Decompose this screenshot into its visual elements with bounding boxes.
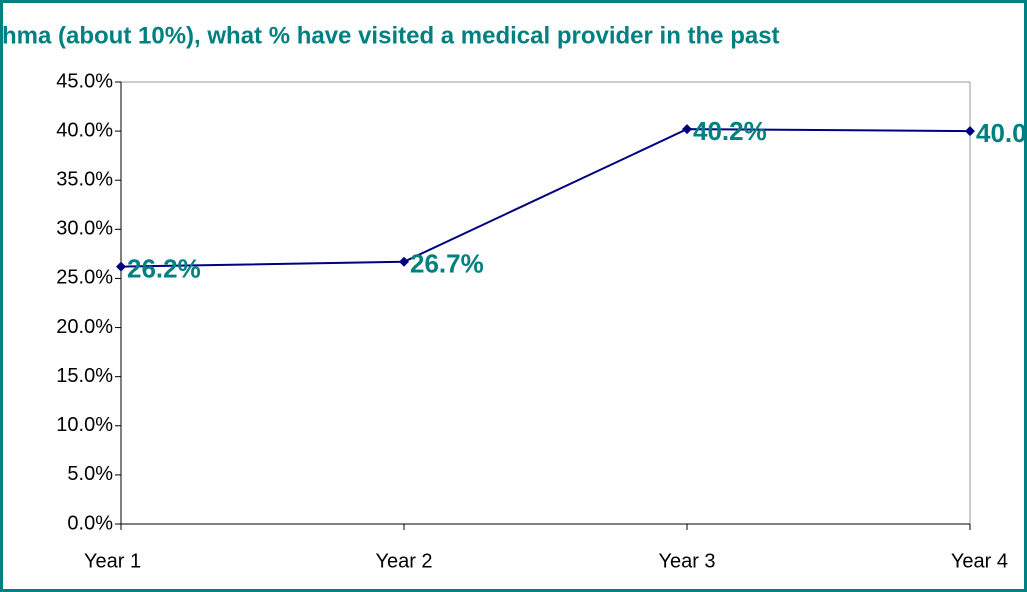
data-label: 26.7% xyxy=(410,249,484,279)
y-tick-label: 10.0% xyxy=(56,414,113,436)
x-tick-label: Year 4 xyxy=(951,550,1008,572)
marker xyxy=(116,261,126,272)
data-label: 40.0% xyxy=(976,118,1027,148)
data-label: 40.2% xyxy=(693,116,767,146)
y-tick-label: 0.0% xyxy=(67,512,113,534)
x-tick-label: Year 2 xyxy=(375,550,432,572)
y-tick-label: 15.0% xyxy=(56,365,113,387)
y-tick-label: 25.0% xyxy=(56,267,113,289)
marker xyxy=(399,256,409,267)
data-label: 26.2% xyxy=(127,254,201,284)
y-tick-label: 30.0% xyxy=(56,218,113,240)
y-tick-label: 40.0% xyxy=(56,119,113,141)
y-tick-label: 5.0% xyxy=(67,463,113,485)
y-tick-label: 20.0% xyxy=(56,316,113,338)
y-tick-label: 35.0% xyxy=(56,169,113,191)
x-tick-label: Year 1 xyxy=(84,550,141,572)
marker xyxy=(965,126,975,137)
line xyxy=(120,128,971,268)
x-tick-label: Year 3 xyxy=(658,550,715,572)
marker xyxy=(682,124,692,135)
chart-title: hma (about 10%), what % have visited a m… xyxy=(2,22,780,49)
y-tick-label: 45.0% xyxy=(56,70,113,92)
